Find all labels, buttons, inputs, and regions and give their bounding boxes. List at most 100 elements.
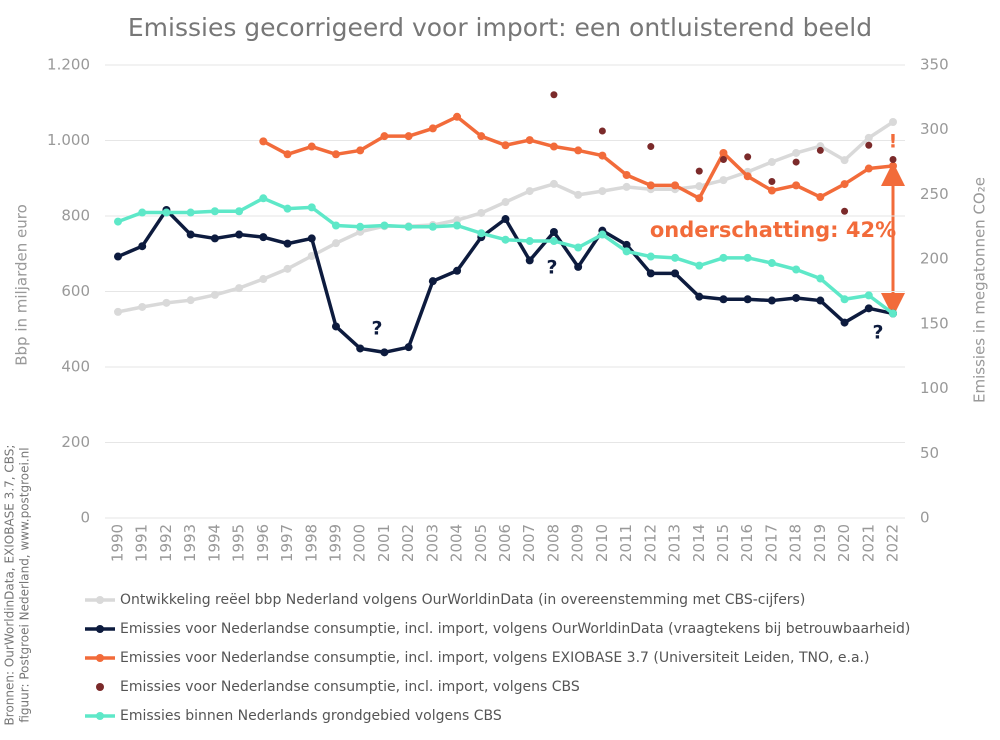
data-point <box>210 207 219 216</box>
x-tick-label: 2015 <box>714 524 732 562</box>
data-point <box>695 167 703 175</box>
x-tick-label: 2007 <box>520 524 538 562</box>
legend-label: Emissies voor Nederlandse consumptie, in… <box>120 650 869 666</box>
x-tick-label: 1991 <box>133 524 151 562</box>
data-point <box>646 181 655 190</box>
y-tick-label: 1.200 <box>47 56 90 74</box>
x-tick-label: 2004 <box>448 524 466 562</box>
data-point <box>622 171 631 180</box>
data-point <box>525 136 534 145</box>
data-point <box>864 164 873 173</box>
data-point <box>283 204 292 213</box>
x-tick-label: 1998 <box>302 524 320 562</box>
annotation: onderschatting: 42% <box>650 218 896 242</box>
data-point <box>525 256 534 265</box>
data-point <box>768 177 776 185</box>
y2-tick-label: 50 <box>920 444 939 462</box>
y-axis-label: Bbp in miljarden euro <box>13 204 31 366</box>
data-point <box>840 156 849 165</box>
data-point <box>671 181 680 190</box>
data-point <box>138 242 147 251</box>
data-point <box>138 302 147 311</box>
data-point <box>404 343 413 352</box>
data-point <box>767 158 776 167</box>
annotation: ? <box>371 318 382 340</box>
data-point <box>259 194 268 203</box>
data-point <box>307 234 316 243</box>
data-point <box>525 237 534 246</box>
data-point <box>549 227 558 236</box>
x-tick-label: 2011 <box>617 524 635 562</box>
source: figuur: Postgroei Nederland, www.postgro… <box>18 447 32 722</box>
data-point <box>598 187 607 196</box>
y2-tick-label: 250 <box>920 185 949 203</box>
y-tick-label: 200 <box>61 433 90 451</box>
data-point <box>743 172 752 181</box>
data-point <box>331 322 340 331</box>
data-point <box>816 193 825 202</box>
data-point <box>840 295 849 304</box>
data-point <box>428 222 437 231</box>
data-point <box>477 208 486 217</box>
legend-marker <box>96 683 104 691</box>
data-point <box>574 190 583 199</box>
data-point <box>816 274 825 283</box>
data-point <box>622 247 631 256</box>
data-point <box>453 266 462 275</box>
data-point <box>841 207 849 215</box>
data-point <box>235 284 244 293</box>
x-tick-label: 2001 <box>375 524 393 562</box>
x-tick-label: 2010 <box>593 524 611 562</box>
data-point <box>719 176 728 185</box>
data-point <box>574 243 583 252</box>
data-point <box>840 318 849 327</box>
data-point <box>598 151 607 160</box>
data-point <box>477 132 486 141</box>
data-point <box>816 146 824 154</box>
legend-label: Emissies binnen Nederlands grondgebied v… <box>120 708 502 724</box>
data-point <box>331 150 340 159</box>
data-point <box>380 221 389 230</box>
x-tick-label: 1994 <box>205 524 223 562</box>
data-point <box>331 239 340 248</box>
x-tick-label: 1996 <box>254 524 272 562</box>
data-point <box>331 221 340 230</box>
data-point <box>259 275 268 284</box>
x-tick-label: 2014 <box>690 524 708 562</box>
data-point <box>743 295 752 304</box>
x-tick-label: 2016 <box>738 524 756 562</box>
data-point <box>114 217 122 226</box>
x-tick-label: 2013 <box>666 524 684 562</box>
y2-tick-label: 100 <box>920 379 949 397</box>
x-tick-label: 2019 <box>811 524 829 562</box>
data-point <box>889 118 897 127</box>
data-point <box>162 298 171 307</box>
data-point <box>792 148 801 157</box>
x-tick-label: 1992 <box>157 524 175 562</box>
data-point <box>428 277 437 286</box>
data-point <box>695 194 704 203</box>
data-point <box>283 239 292 248</box>
data-point <box>259 137 268 146</box>
data-point <box>719 253 728 262</box>
data-point <box>307 252 316 261</box>
data-point <box>307 203 316 212</box>
x-tick-label: 2009 <box>569 524 587 562</box>
legend-label: Ontwikkeling reëel bbp Nederland volgens… <box>120 592 805 608</box>
data-point <box>453 221 462 230</box>
data-point <box>501 215 510 224</box>
data-point <box>525 187 534 196</box>
data-point <box>646 269 655 278</box>
y-tick-label: 400 <box>61 358 90 376</box>
data-point <box>186 230 195 239</box>
data-point <box>622 182 631 191</box>
x-tick-label: 2018 <box>787 524 805 562</box>
data-point <box>235 230 244 239</box>
x-tick-label: 2020 <box>835 524 853 562</box>
y2-tick-label: 150 <box>920 314 949 332</box>
legend-marker <box>96 712 104 720</box>
annotation: ? <box>546 257 557 279</box>
x-tick-label: 1997 <box>278 524 296 562</box>
y2-tick-label: 0 <box>920 509 930 527</box>
x-tick-label: 2000 <box>351 524 369 562</box>
